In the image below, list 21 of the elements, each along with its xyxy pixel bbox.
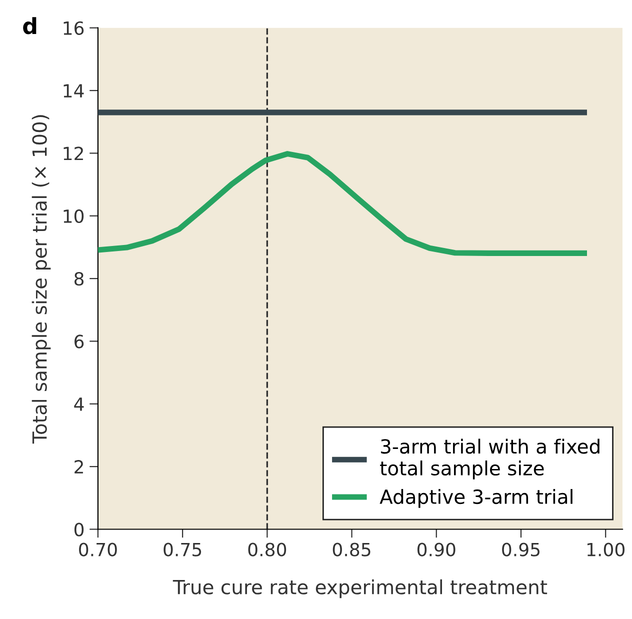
- y-tick-label: 14: [64, 84, 84, 98]
- y-tick-label: 16: [64, 21, 84, 35]
- x-tick-label: 1.00: [587, 542, 624, 556]
- x-axis-title: True cure rate experimental treatment: [172, 579, 548, 598]
- x-tick-label: 0.90: [417, 542, 456, 556]
- legend-label: 3-arm trial with a fixed total sample size: [380, 438, 600, 480]
- y-tick-label: 8: [74, 272, 84, 286]
- x-tick-label: 0.70: [79, 542, 117, 556]
- y-axis-title: Total sample size per trial (× 100): [32, 115, 51, 444]
- y-tick-label: 4: [74, 398, 84, 411]
- legend-label: Adaptive 3-arm trial: [380, 489, 572, 508]
- x-tick-label: 0.85: [332, 542, 370, 556]
- x-tick-label: 0.95: [502, 542, 540, 556]
- y-tick-label: 12: [64, 146, 83, 160]
- x-tick-label: 0.75: [164, 542, 202, 556]
- y-tick-label: 10: [64, 209, 84, 223]
- text: d: [23, 17, 36, 34]
- y-tick-label: 6: [74, 334, 84, 348]
- y-tick-label: 0: [74, 522, 84, 536]
- y-tick-label: 2: [74, 460, 83, 474]
- x-tick-label: 0.80: [248, 542, 286, 556]
